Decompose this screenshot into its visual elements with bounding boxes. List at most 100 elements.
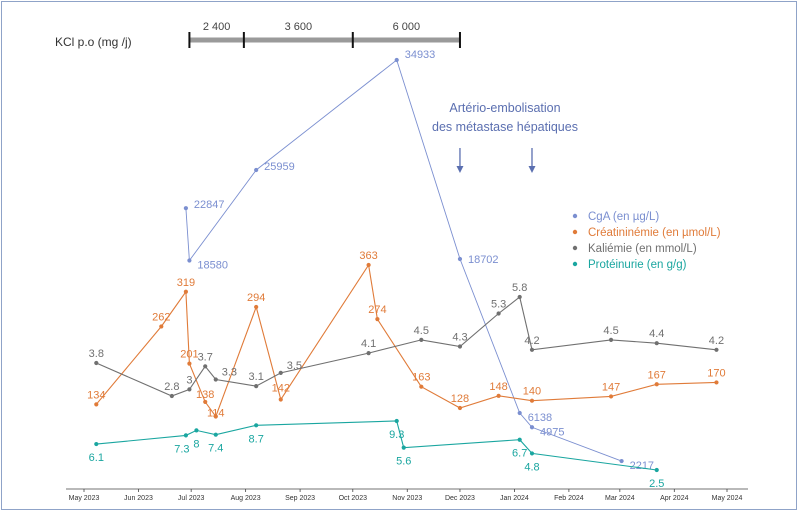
data-point xyxy=(203,399,208,405)
data-point xyxy=(517,294,522,300)
series-line xyxy=(96,296,717,397)
x-tick-label: Aug 2023 xyxy=(231,495,261,502)
data-point xyxy=(94,402,99,407)
data-label: 3.1 xyxy=(249,371,264,383)
kcl-dose-value: 6 000 xyxy=(393,21,421,33)
x-tick-label: Oct 2023 xyxy=(339,495,368,502)
data-label: 319 xyxy=(177,277,195,289)
x-tick-label: Nov 2023 xyxy=(392,495,422,502)
legend-item: Créatininémie (en µmol/L) xyxy=(588,227,721,239)
x-tick-label: Jun 2023 xyxy=(124,495,153,502)
data-label: 4.4 xyxy=(649,328,664,340)
data-label: 4.5 xyxy=(414,325,429,337)
data-point xyxy=(187,387,192,392)
legend-marker xyxy=(572,261,578,267)
data-point xyxy=(517,437,522,442)
data-point xyxy=(194,428,199,433)
series-group: 22847 18580 25959 34933 18702 6138 4975 2217 134… xyxy=(87,49,726,490)
legend: CgA (en µg/L) Créatininémie (en µmol/L) Ka… xyxy=(572,211,721,271)
series-1: 134 262 319 201 138 114 294 142 363 274 163 128 148 1… xyxy=(87,250,726,420)
data-point xyxy=(254,167,259,173)
data-label: 2.5 xyxy=(649,478,664,490)
data-point xyxy=(457,256,463,262)
legend-item: Kaliémie (en mmol/L) xyxy=(588,243,697,255)
kcl-dose-bar: KCl p.o (mg /j) 2 400 3 600 6 000 xyxy=(55,21,461,49)
data-label: 140 xyxy=(523,386,541,398)
data-label: 201 xyxy=(180,349,198,361)
data-point xyxy=(654,382,659,387)
legend-item: Protéinurie (en g/g) xyxy=(588,259,687,271)
series-3: 6.1 7.3 8 7.4 8.7 9.3 5.6 6.74.8 2.5 xyxy=(89,418,664,490)
data-point xyxy=(529,347,535,352)
data-point xyxy=(529,425,535,430)
data-point xyxy=(187,258,192,263)
data-label: 2.8 xyxy=(164,381,179,393)
data-point xyxy=(187,361,192,366)
data-label: 147 xyxy=(602,381,620,393)
data-point xyxy=(529,398,535,403)
data-point xyxy=(419,337,424,342)
data-point xyxy=(394,57,399,63)
data-point xyxy=(366,351,371,356)
series-0: 22847 18580 25959 34933 18702 6138 4975 2217 xyxy=(183,49,654,472)
annotation-line1: Artério-embolisation xyxy=(449,101,560,115)
legend-marker xyxy=(572,245,578,251)
data-point xyxy=(517,410,522,416)
data-label: 3 xyxy=(186,374,192,386)
data-label: 294 xyxy=(247,292,265,304)
data-point xyxy=(608,337,614,342)
data-point xyxy=(254,304,259,310)
data-label: 274 xyxy=(368,304,386,316)
x-tick-label: Sep 2023 xyxy=(285,495,315,502)
data-point xyxy=(203,364,208,369)
data-label: 8 xyxy=(193,438,199,450)
data-label: 167 xyxy=(648,369,666,381)
data-point xyxy=(394,418,399,424)
data-label: 4.2 xyxy=(524,335,539,347)
data-point xyxy=(183,289,188,294)
data-label: 5.8 xyxy=(512,282,527,294)
data-point xyxy=(375,317,380,322)
data-label: 134 xyxy=(87,389,105,401)
data-point xyxy=(401,445,406,450)
data-label: 138 xyxy=(196,389,214,401)
data-point xyxy=(457,405,463,411)
data-point xyxy=(496,393,501,398)
data-label: 3.8 xyxy=(89,348,104,360)
data-label: 5.6 xyxy=(396,456,411,468)
data-point xyxy=(619,458,624,464)
data-point xyxy=(654,341,659,346)
data-point xyxy=(254,384,259,389)
data-label: 22847 xyxy=(194,199,225,211)
data-label: 7.4 xyxy=(208,443,223,455)
data-point xyxy=(213,432,218,437)
data-label: 7.3 xyxy=(174,443,189,455)
data-label: 3.3 xyxy=(222,367,237,379)
data-label: 8.7 xyxy=(249,433,264,445)
data-label: 262 xyxy=(152,311,170,323)
data-label: 34933 xyxy=(405,49,436,61)
data-point xyxy=(183,206,188,211)
annotation-arrow-head xyxy=(456,166,464,173)
kcl-dose-value: 3 600 xyxy=(285,21,313,33)
data-point xyxy=(714,380,719,385)
series-line xyxy=(185,59,622,462)
data-label: 18702 xyxy=(468,254,499,266)
data-label: 170 xyxy=(707,367,725,379)
data-point xyxy=(213,377,218,382)
data-label: 4975 xyxy=(540,426,564,438)
annotation-line2: des métastase hépatiques xyxy=(432,120,578,134)
data-point xyxy=(529,451,535,456)
data-point xyxy=(457,344,463,349)
data-label: 5.3 xyxy=(491,299,506,311)
data-point xyxy=(714,347,719,352)
data-point xyxy=(366,262,371,268)
data-label: 4.8 xyxy=(524,461,539,473)
x-tick-label: Apr 2024 xyxy=(660,495,689,502)
data-label: 6.7 xyxy=(512,448,527,460)
data-point xyxy=(496,311,501,316)
series-line xyxy=(96,420,657,471)
data-label: 128 xyxy=(451,393,469,405)
x-tick-label: Jan 2024 xyxy=(500,495,529,502)
